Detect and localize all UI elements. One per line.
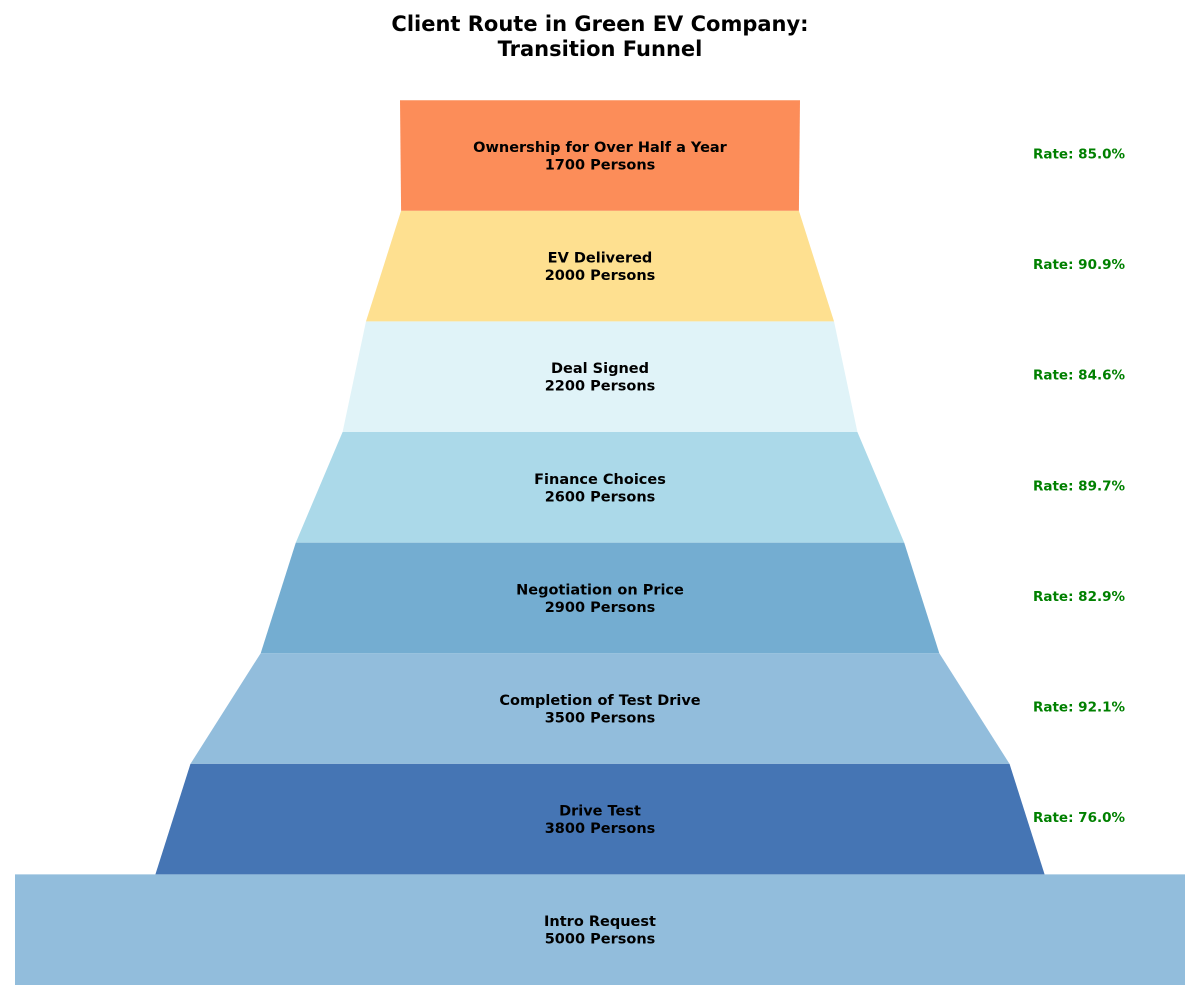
stage-name: Completion of Test Drive	[499, 693, 700, 709]
rate-label: Rate: 85.0%	[1033, 147, 1126, 163]
stage-label: EV Delivered 2000 Persons	[545, 251, 656, 285]
stage-label: Finance Choices 2600 Persons	[534, 472, 666, 506]
stage-label: Deal Signed 2200 Persons	[545, 361, 656, 395]
stage-value: 2200 Persons	[545, 379, 656, 395]
stage-value: 2900 Persons	[545, 600, 656, 616]
stage-value: 1700 Persons	[545, 158, 656, 174]
stage-name: Negotiation on Price	[516, 582, 684, 598]
rate-label: Rate: 89.7%	[1033, 478, 1126, 494]
funnel-segment	[400, 100, 800, 211]
stage-name: Intro Request	[544, 914, 656, 930]
rate-label: Rate: 84.6%	[1033, 368, 1126, 384]
rate-label: Rate: 92.1%	[1033, 700, 1126, 716]
funnel-segment	[190, 653, 1010, 764]
stage-name: Drive Test	[559, 804, 641, 820]
funnel-segment	[342, 321, 858, 432]
funnel-segment	[260, 542, 940, 654]
stage-label: Intro Request 5000 Persons	[544, 914, 656, 948]
rate-label: Rate: 90.9%	[1033, 257, 1126, 273]
funnel-segment	[155, 763, 1045, 875]
stage-label: Ownership for Over Half a Year 1700 Perso…	[473, 140, 728, 174]
funnel-segments	[15, 100, 1185, 985]
chart-title-line-1: Client Route in Green EV Company:	[391, 12, 809, 36]
stage-name: Deal Signed	[551, 361, 649, 377]
stage-value: 2000 Persons	[545, 268, 656, 284]
chart-title-line-2: Transition Funnel	[497, 37, 703, 61]
funnel-rate-labels: Rate: 76.0% Rate: 92.1% Rate: 82.9% Rate: 8…	[1033, 147, 1126, 827]
rate-label: Rate: 82.9%	[1033, 589, 1126, 605]
rate-label: Rate: 76.0%	[1033, 810, 1126, 826]
funnel-segment	[15, 874, 1185, 985]
stage-name: Finance Choices	[534, 472, 666, 488]
stage-name: Ownership for Over Half a Year	[473, 140, 728, 156]
stage-label: Negotiation on Price 2900 Persons	[516, 582, 684, 616]
funnel-segment	[295, 432, 905, 543]
stage-label: Drive Test 3800 Persons	[545, 804, 656, 838]
chart-title: Client Route in Green EV Company: Transi…	[0, 12, 1200, 62]
stage-value: 2600 Persons	[545, 489, 656, 505]
stage-value: 5000 Persons	[545, 932, 656, 948]
stage-name: EV Delivered	[548, 251, 653, 267]
stage-value: 3800 Persons	[545, 821, 656, 837]
stage-value: 3500 Persons	[545, 711, 656, 727]
funnel-segment	[366, 210, 834, 322]
funnel-stage-labels: Intro Request 5000 Persons Drive Test 3800 …	[473, 140, 728, 948]
stage-label: Completion of Test Drive 3500 Persons	[499, 693, 700, 727]
